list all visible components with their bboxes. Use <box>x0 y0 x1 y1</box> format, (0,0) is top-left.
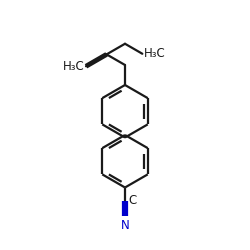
Text: N: N <box>120 219 130 232</box>
Text: C: C <box>128 194 137 207</box>
Text: H₃C: H₃C <box>144 47 165 60</box>
Text: H₃C: H₃C <box>63 60 85 73</box>
